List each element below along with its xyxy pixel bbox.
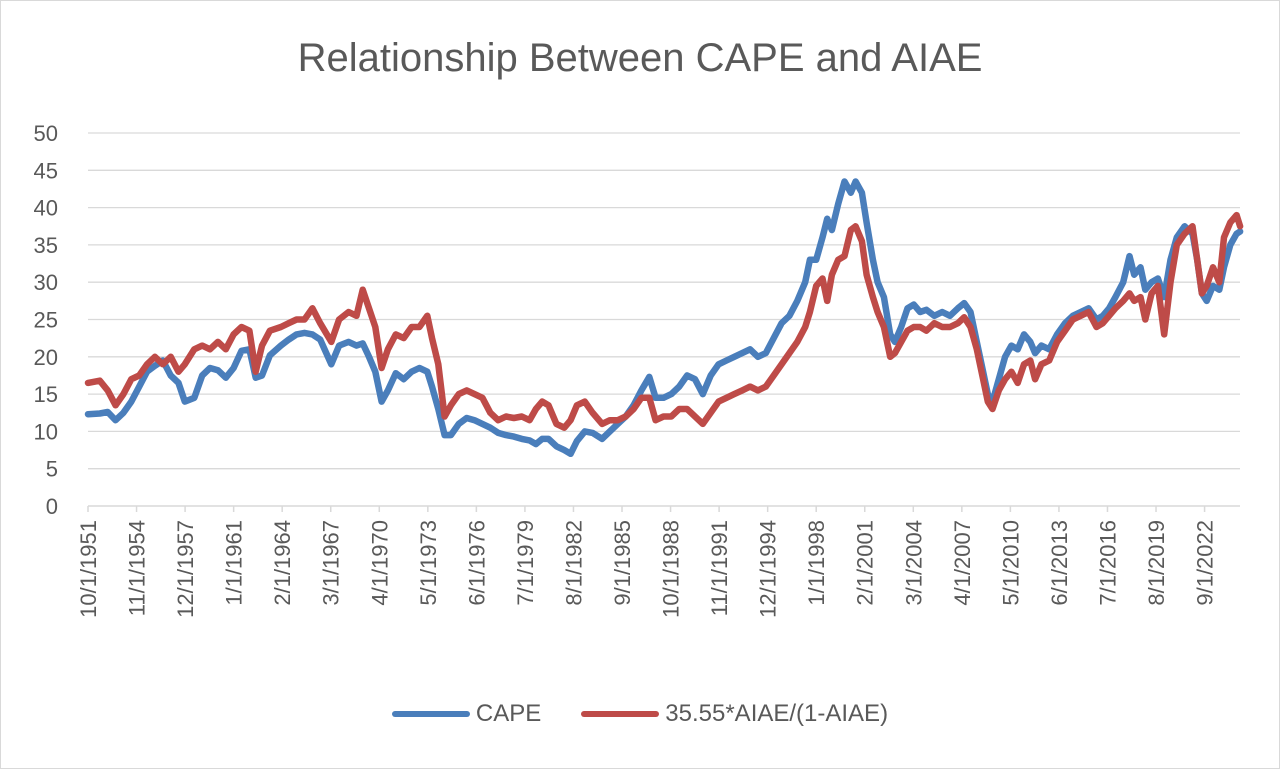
x-tick-label: 9/1/2022 <box>1193 520 1218 606</box>
x-tick-label: 1/1/1998 <box>804 520 829 606</box>
y-tick-label: 40 <box>34 196 58 221</box>
series-line-cape <box>84 178 1244 458</box>
x-tick-label: 6/1/2013 <box>1047 520 1072 606</box>
x-tick-label: 11/1/1954 <box>125 520 150 616</box>
y-tick-label: 20 <box>34 345 58 370</box>
legend: CAPE 35.55*AIAE/(1-AIAE) <box>0 700 1280 728</box>
y-tick-label: 15 <box>34 382 58 407</box>
x-tick-label: 8/1/1982 <box>561 520 586 606</box>
y-tick-label: 35 <box>34 233 58 258</box>
series-line-aiae <box>84 211 1244 431</box>
x-tick-label: 4/1/1970 <box>367 520 392 606</box>
chart-title: Relationship Between CAPE and AIAE <box>297 36 983 80</box>
x-tick-label: 12/1/1994 <box>756 520 781 618</box>
y-tick-label: 45 <box>34 158 58 183</box>
x-tick-label: 5/1/2010 <box>998 520 1023 606</box>
legend-swatch-aiae <box>581 711 660 717</box>
x-tick-label: 2/1/2001 <box>853 520 878 606</box>
x-tick-label: 8/1/2019 <box>1144 520 1169 606</box>
x-tick-label: 2/1/1964 <box>270 520 295 606</box>
x-axis-ticks: 10/1/1951 11/1/1954 12/1/1957 1/1/1961 2/1/1… <box>76 506 1218 618</box>
legend-swatch-cape <box>391 711 470 717</box>
legend-label-aiae: 35.55*AIAE/(1-AIAE) <box>665 700 889 727</box>
legend-item-aiae: 35.55*AIAE/(1-AIAE) <box>581 700 888 728</box>
y-axis-ticks: 0 5 10 15 20 25 30 35 40 45 50 <box>34 121 58 519</box>
x-tick-label: 4/1/2007 <box>950 520 975 606</box>
x-tick-label: 9/1/1985 <box>610 520 635 606</box>
y-tick-label: 10 <box>34 419 58 444</box>
legend-item-cape: CAPE <box>391 700 542 728</box>
series-lines <box>84 178 1244 458</box>
x-tick-label: 6/1/1976 <box>464 520 489 606</box>
y-tick-label: 50 <box>34 121 58 146</box>
x-tick-label: 12/1/1957 <box>173 520 198 618</box>
y-tick-label: 5 <box>46 457 58 482</box>
x-tick-label: 3/1/2004 <box>901 520 926 606</box>
x-tick-label: 10/1/1951 <box>76 520 101 618</box>
y-tick-label: 30 <box>34 270 58 295</box>
x-tick-label: 3/1/1967 <box>319 520 344 606</box>
x-tick-label: 10/1/1988 <box>659 520 684 618</box>
x-tick-label: 11/1/1991 <box>707 520 732 616</box>
x-tick-label: 5/1/1973 <box>416 520 441 606</box>
x-tick-label: 1/1/1961 <box>222 520 247 606</box>
x-tick-label: 7/1/2016 <box>1095 520 1120 606</box>
y-tick-label: 25 <box>34 308 58 333</box>
y-tick-label: 0 <box>46 494 58 519</box>
legend-label-cape: CAPE <box>475 700 542 727</box>
x-tick-label: 7/1/1979 <box>513 520 538 606</box>
